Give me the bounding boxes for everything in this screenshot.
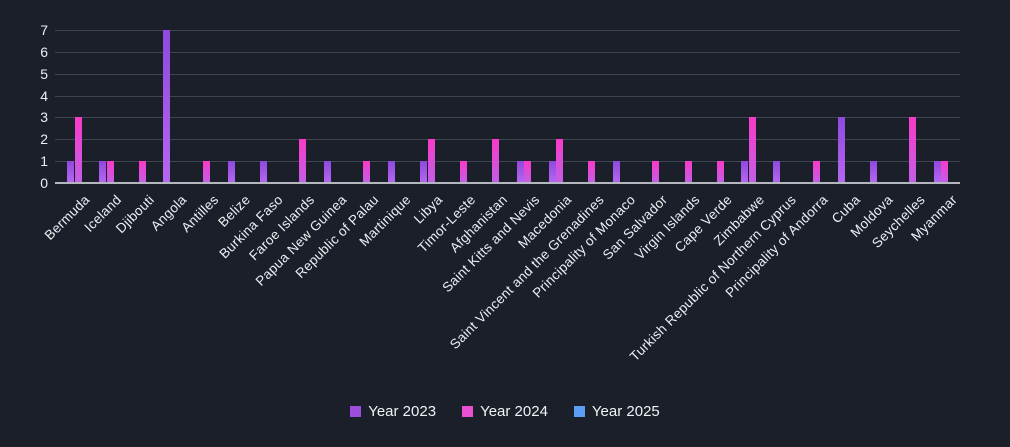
bar-year-2023[interactable] xyxy=(388,161,396,183)
x-axis-line xyxy=(55,182,960,184)
bar-year-2024[interactable] xyxy=(556,139,564,183)
bar-year-2023[interactable] xyxy=(933,161,941,183)
legend-item-year-2024[interactable]: Year 2024 xyxy=(462,403,548,420)
bar-year-2023[interactable] xyxy=(323,161,331,183)
bar-year-2023[interactable] xyxy=(67,161,74,183)
bar-year-2024[interactable] xyxy=(524,161,532,183)
bar-year-2023[interactable] xyxy=(869,161,877,183)
y-tick-label: 0 xyxy=(40,175,48,191)
bar-year-2024[interactable] xyxy=(299,139,307,183)
bar-year-2023[interactable] xyxy=(420,161,428,183)
bar-year-2024[interactable] xyxy=(491,139,499,183)
legend-swatch xyxy=(350,406,362,417)
y-tick-label: 1 xyxy=(40,153,48,170)
bar-year-2024[interactable] xyxy=(748,117,756,183)
bar-year-2023[interactable] xyxy=(163,30,171,183)
bar-year-2024[interactable] xyxy=(909,117,917,183)
bar-year-2024[interactable] xyxy=(652,161,660,183)
legend-item-year-2023[interactable]: Year 2023 xyxy=(350,403,436,420)
bar-year-2024[interactable] xyxy=(363,161,371,183)
bar-year-2023[interactable] xyxy=(548,161,556,183)
bar-year-2024[interactable] xyxy=(138,161,146,183)
gridline xyxy=(55,117,960,119)
bar-year-2023[interactable] xyxy=(773,161,781,183)
bar-year-2023[interactable] xyxy=(837,117,845,183)
bar-year-2023[interactable] xyxy=(99,161,107,183)
bar-year-2024[interactable] xyxy=(716,161,724,183)
gridline xyxy=(55,73,960,75)
y-tick-label: 4 xyxy=(40,87,48,104)
legend-swatch xyxy=(462,406,474,417)
x-axis-label: Bermuda xyxy=(41,192,93,243)
bar-year-2024[interactable] xyxy=(941,161,949,183)
bar-year-2024[interactable] xyxy=(813,161,821,183)
bar-year-2024[interactable] xyxy=(106,161,114,183)
bar-year-2023[interactable] xyxy=(259,161,267,183)
y-tick-label: 3 xyxy=(40,109,48,126)
legend-swatch xyxy=(573,406,585,417)
y-tick-label: 6 xyxy=(40,43,48,60)
legend-label: Year 2025 xyxy=(591,403,660,420)
gridline xyxy=(55,139,960,141)
bar-year-2024[interactable] xyxy=(427,139,435,183)
legend: Year 2023 Year 2024 Year 2025 xyxy=(0,403,1010,420)
gridline xyxy=(55,95,960,97)
bar-year-2023[interactable] xyxy=(612,161,620,183)
legend-label: Year 2023 xyxy=(368,403,437,420)
bar-year-2023[interactable] xyxy=(227,161,235,183)
bar-year-2024[interactable] xyxy=(459,161,467,183)
y-tick-label: 5 xyxy=(40,65,48,82)
bar-year-2024[interactable] xyxy=(684,161,692,183)
legend-label: Year 2024 xyxy=(480,403,548,420)
bar-year-2024[interactable] xyxy=(74,117,82,183)
bar-year-2024[interactable] xyxy=(588,161,596,183)
bar-year-2023[interactable] xyxy=(516,161,524,183)
gridline xyxy=(55,161,960,163)
y-tick-label: 2 xyxy=(40,131,48,148)
bar-year-2024[interactable] xyxy=(202,161,210,183)
y-tick-label: 7 xyxy=(40,22,48,38)
gridline xyxy=(55,30,960,31)
bar-year-2023[interactable] xyxy=(741,161,749,183)
legend-item-year-2025[interactable]: Year 2025 xyxy=(573,403,660,420)
gridline xyxy=(55,51,960,53)
